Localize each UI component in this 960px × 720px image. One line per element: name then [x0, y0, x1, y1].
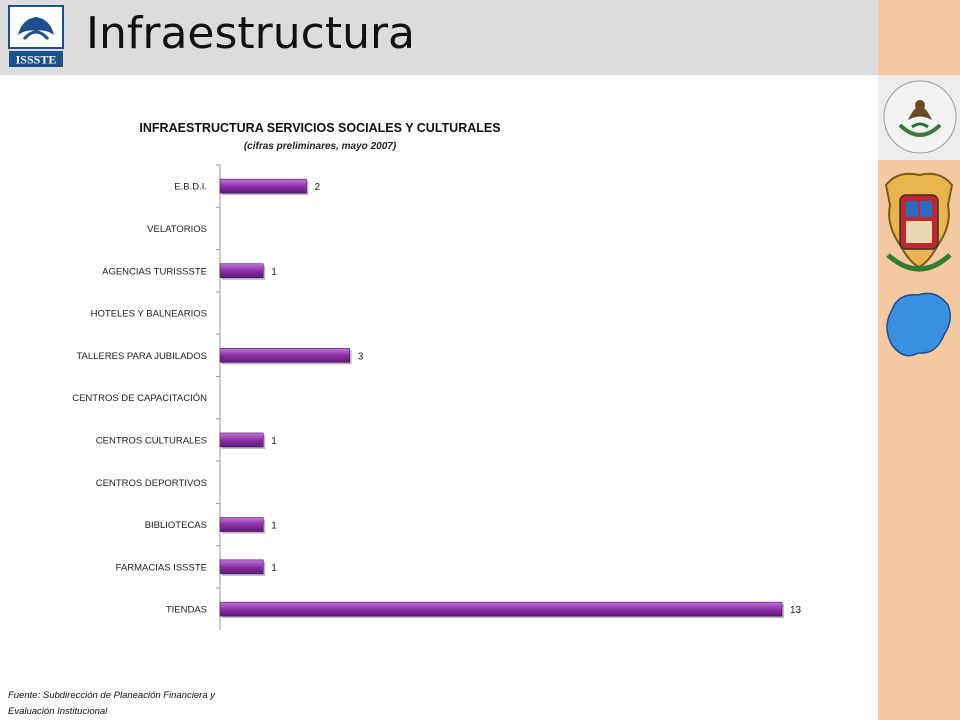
data-label: 1 — [271, 436, 277, 447]
category-label: E.B.D.I. — [174, 182, 207, 193]
category-label: VELATORIOS — [147, 224, 207, 235]
category-label: HOTELES Y BALNEARIOS — [91, 309, 207, 320]
chart-title: INFRAESTRUCTURA SERVICIOS SOCIALES Y CUL… — [139, 121, 501, 135]
data-label: 1 — [271, 521, 277, 532]
data-label: 2 — [314, 182, 320, 193]
national-seal-area — [878, 75, 960, 160]
category-label: BIBLIOTECAS — [145, 520, 207, 531]
bar — [219, 178, 307, 194]
source-line-1: Fuente: Subdirección de Planeación Finan… — [8, 690, 216, 701]
mexico-seal-icon — [883, 80, 957, 154]
bar — [219, 517, 264, 532]
category-label: TALLERES PARA JUBILADOS — [76, 351, 207, 362]
bar — [219, 432, 264, 448]
header-bar: ISSSTE Infraestructura — [0, 0, 878, 75]
data-label: 13 — [790, 605, 802, 616]
bar — [219, 348, 350, 363]
category-label: CENTROS CULTURALES — [96, 435, 207, 446]
bar — [219, 559, 264, 575]
data-label: 3 — [358, 351, 364, 362]
issste-logo: ISSSTE — [8, 5, 64, 67]
page-title: Infraestructura — [86, 8, 416, 59]
logo-text: ISSSTE — [16, 53, 57, 67]
bar — [219, 263, 264, 279]
category-label: AGENCIAS TURISSSTE — [102, 266, 207, 277]
state-coat-of-arms-icon — [884, 172, 954, 357]
chart-subtitle: (cifras preliminares, mayo 2007) — [243, 141, 397, 152]
category-label: CENTROS DE CAPACITACIÓN — [72, 393, 207, 404]
category-label: FARMACIAS ISSSTE — [116, 562, 207, 573]
category-label: TIENDAS — [166, 605, 207, 616]
bar-chart: E.B.D.I. 2 VELATORIOS AGENCIAS TURISSSTE 1 HO… — [72, 164, 802, 630]
source-note: Fuente: Subdirección de Planeación Finan… — [8, 688, 268, 720]
source-line-2: Evaluación Institucional — [8, 706, 108, 717]
side-panel — [878, 0, 960, 720]
category-label: CENTROS DEPORTIVOS — [96, 478, 207, 489]
data-label: 1 — [271, 267, 277, 278]
data-label: 1 — [271, 563, 277, 574]
bar — [219, 601, 783, 617]
